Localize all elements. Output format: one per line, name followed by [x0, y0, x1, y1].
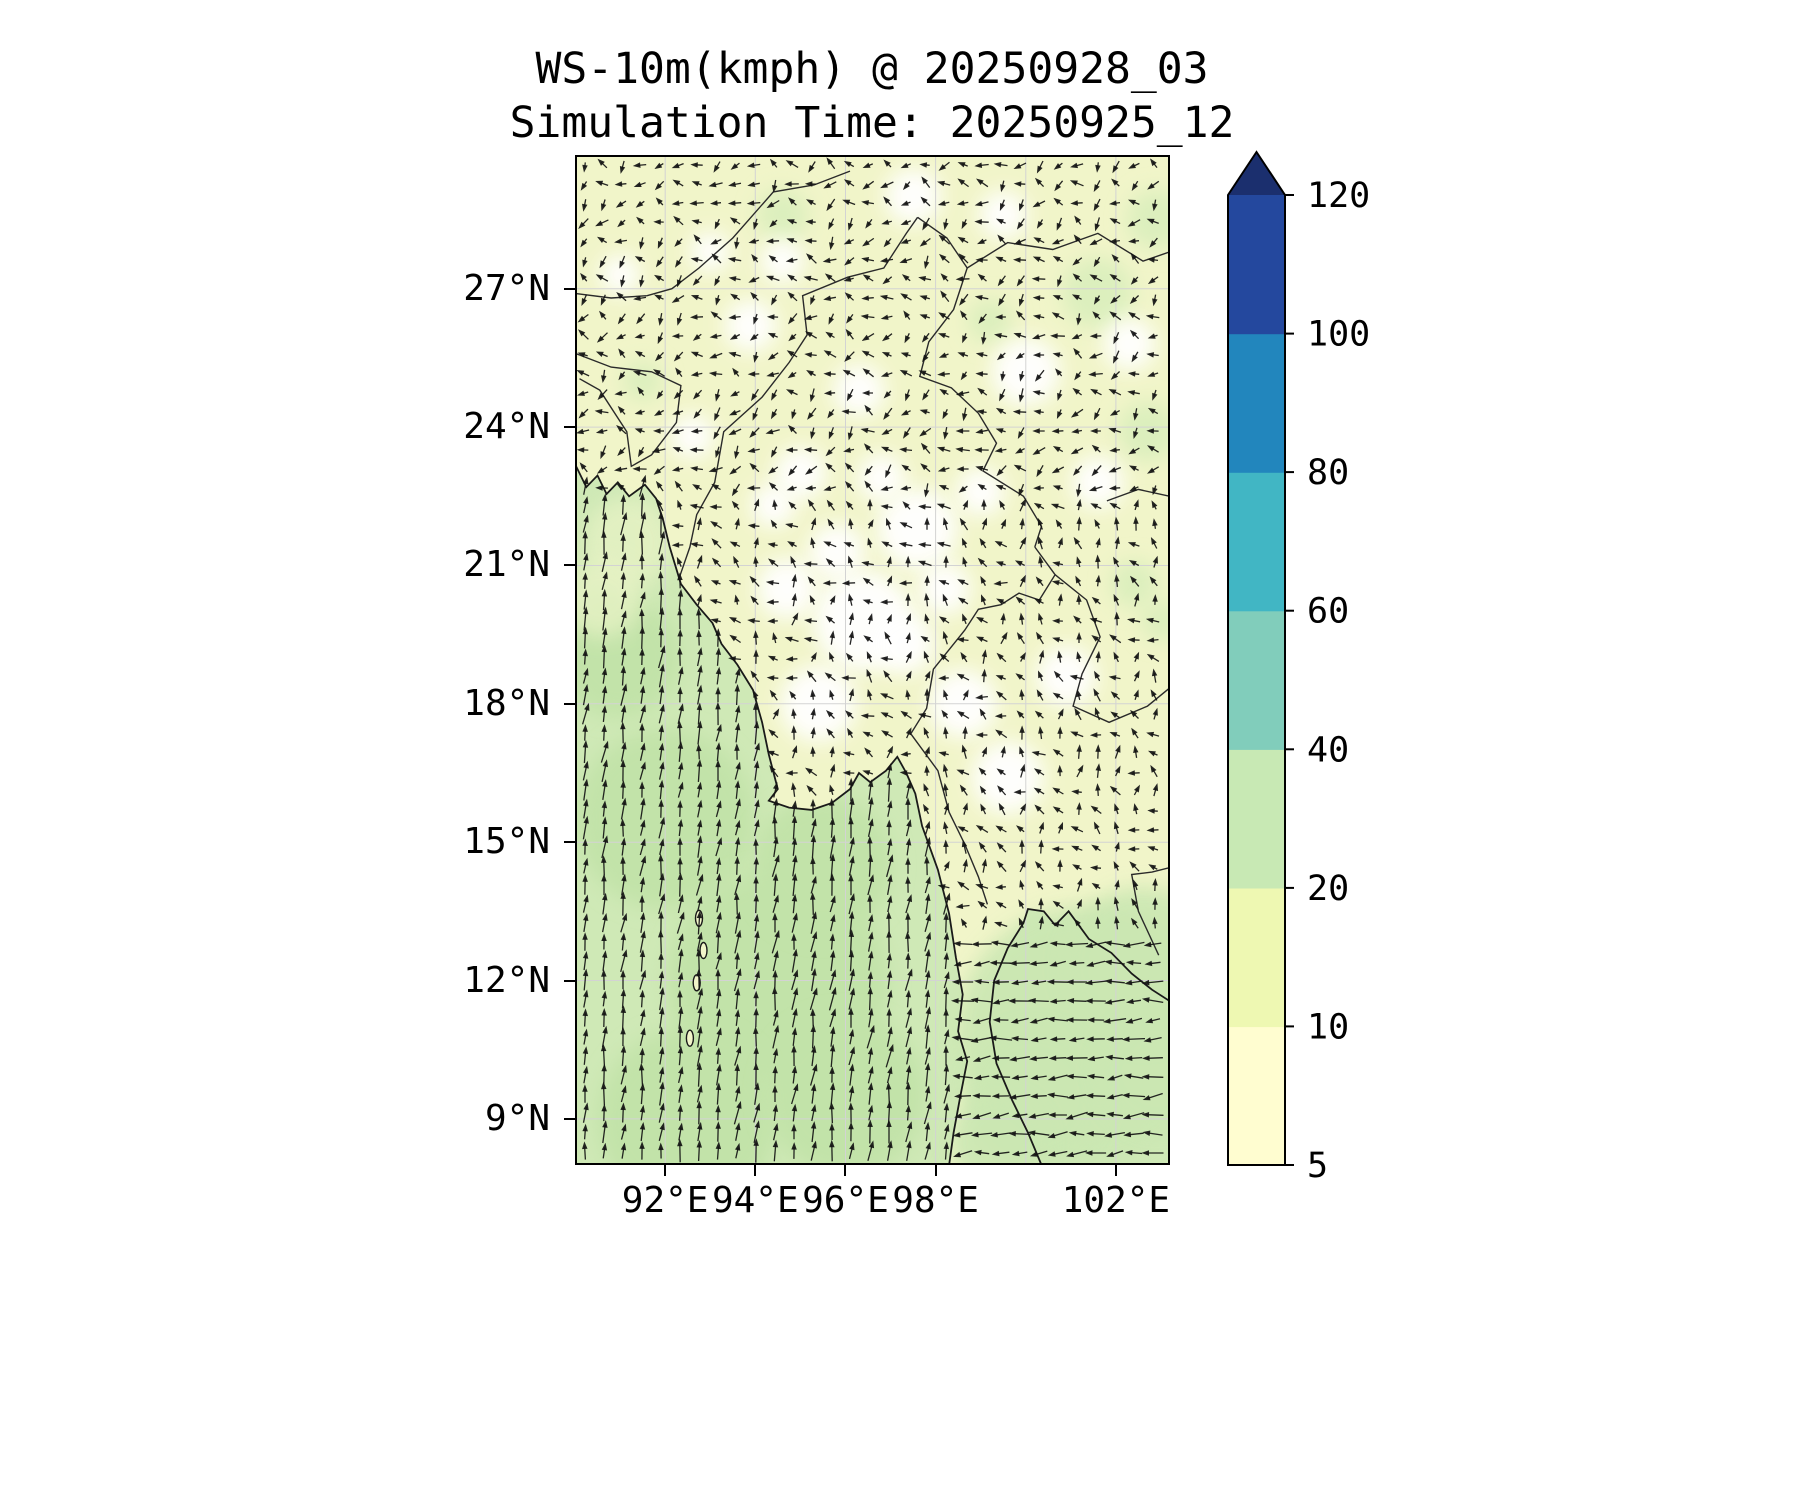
y-tick-mark [564, 979, 575, 982]
x-tick-label: 102°E [1061, 1180, 1171, 1221]
y-tick-mark [564, 426, 575, 429]
y-tick-mark [564, 1117, 575, 1120]
y-tick-label: 27°N [463, 267, 550, 309]
x-tick-label: 92°E [621, 1180, 709, 1221]
x-tick-label: 98°E [892, 1180, 979, 1221]
figure-subtitle: Simulation Time: 20250925_12 [509, 98, 1235, 148]
y-tick-label: 21°N [463, 544, 550, 586]
y-tick-label: 9°N [484, 1097, 550, 1139]
y-tick-label: 18°N [463, 682, 550, 724]
x-tick-mark [664, 1165, 667, 1176]
coastlines [575, 463, 1170, 1165]
colorbar: 5 10 20 40 60 80 100 120 [1227, 150, 1370, 1186]
y-tick-label: 12°N [463, 959, 550, 1001]
graticule [575, 155, 1170, 1165]
wind-vector-heads [576, 157, 1159, 1158]
y-tick-mark [564, 702, 575, 705]
colorbar-tick-label: 80 [1307, 453, 1349, 493]
colorbar-tick-label: 120 [1307, 176, 1370, 216]
colorbar-tick-label: 5 [1307, 1146, 1328, 1186]
y-tick-mark [564, 564, 575, 567]
colorbar-tick-label: 40 [1307, 730, 1349, 770]
x-tick-mark [844, 1165, 847, 1176]
x-tick-mark [934, 1165, 937, 1176]
y-tick-mark [564, 841, 575, 844]
wind-vector-shafts [580, 160, 1164, 1163]
colorbar-tick-label: 20 [1307, 869, 1349, 909]
colorbar-tick-label: 10 [1307, 1007, 1349, 1047]
colorbar-outline [1227, 150, 1286, 1166]
y-tick-label: 15°N [463, 821, 550, 863]
x-tick-label: 94°E [711, 1180, 799, 1221]
colorbar-segments [1228, 195, 1285, 1166]
x-tick-mark [1114, 1165, 1117, 1176]
colorbar-tick-label: 60 [1307, 592, 1349, 632]
y-tick-mark [564, 287, 575, 290]
map-plot [575, 155, 1170, 1165]
plot-frame [575, 155, 1170, 1165]
map-layers [575, 155, 1170, 1165]
y-tick-label: 24°N [463, 406, 550, 448]
colorbar-extend-max-arrow [1228, 152, 1285, 195]
x-tick-mark [754, 1165, 757, 1176]
figure-title: WS-10m(kmph) @ 20250928_03 [535, 44, 1209, 94]
colorbar-tick-label: 100 [1307, 315, 1370, 355]
colorbar-ticks: 5 10 20 40 60 80 100 120 [1285, 176, 1370, 1186]
x-tick-label: 96°E [802, 1180, 889, 1221]
